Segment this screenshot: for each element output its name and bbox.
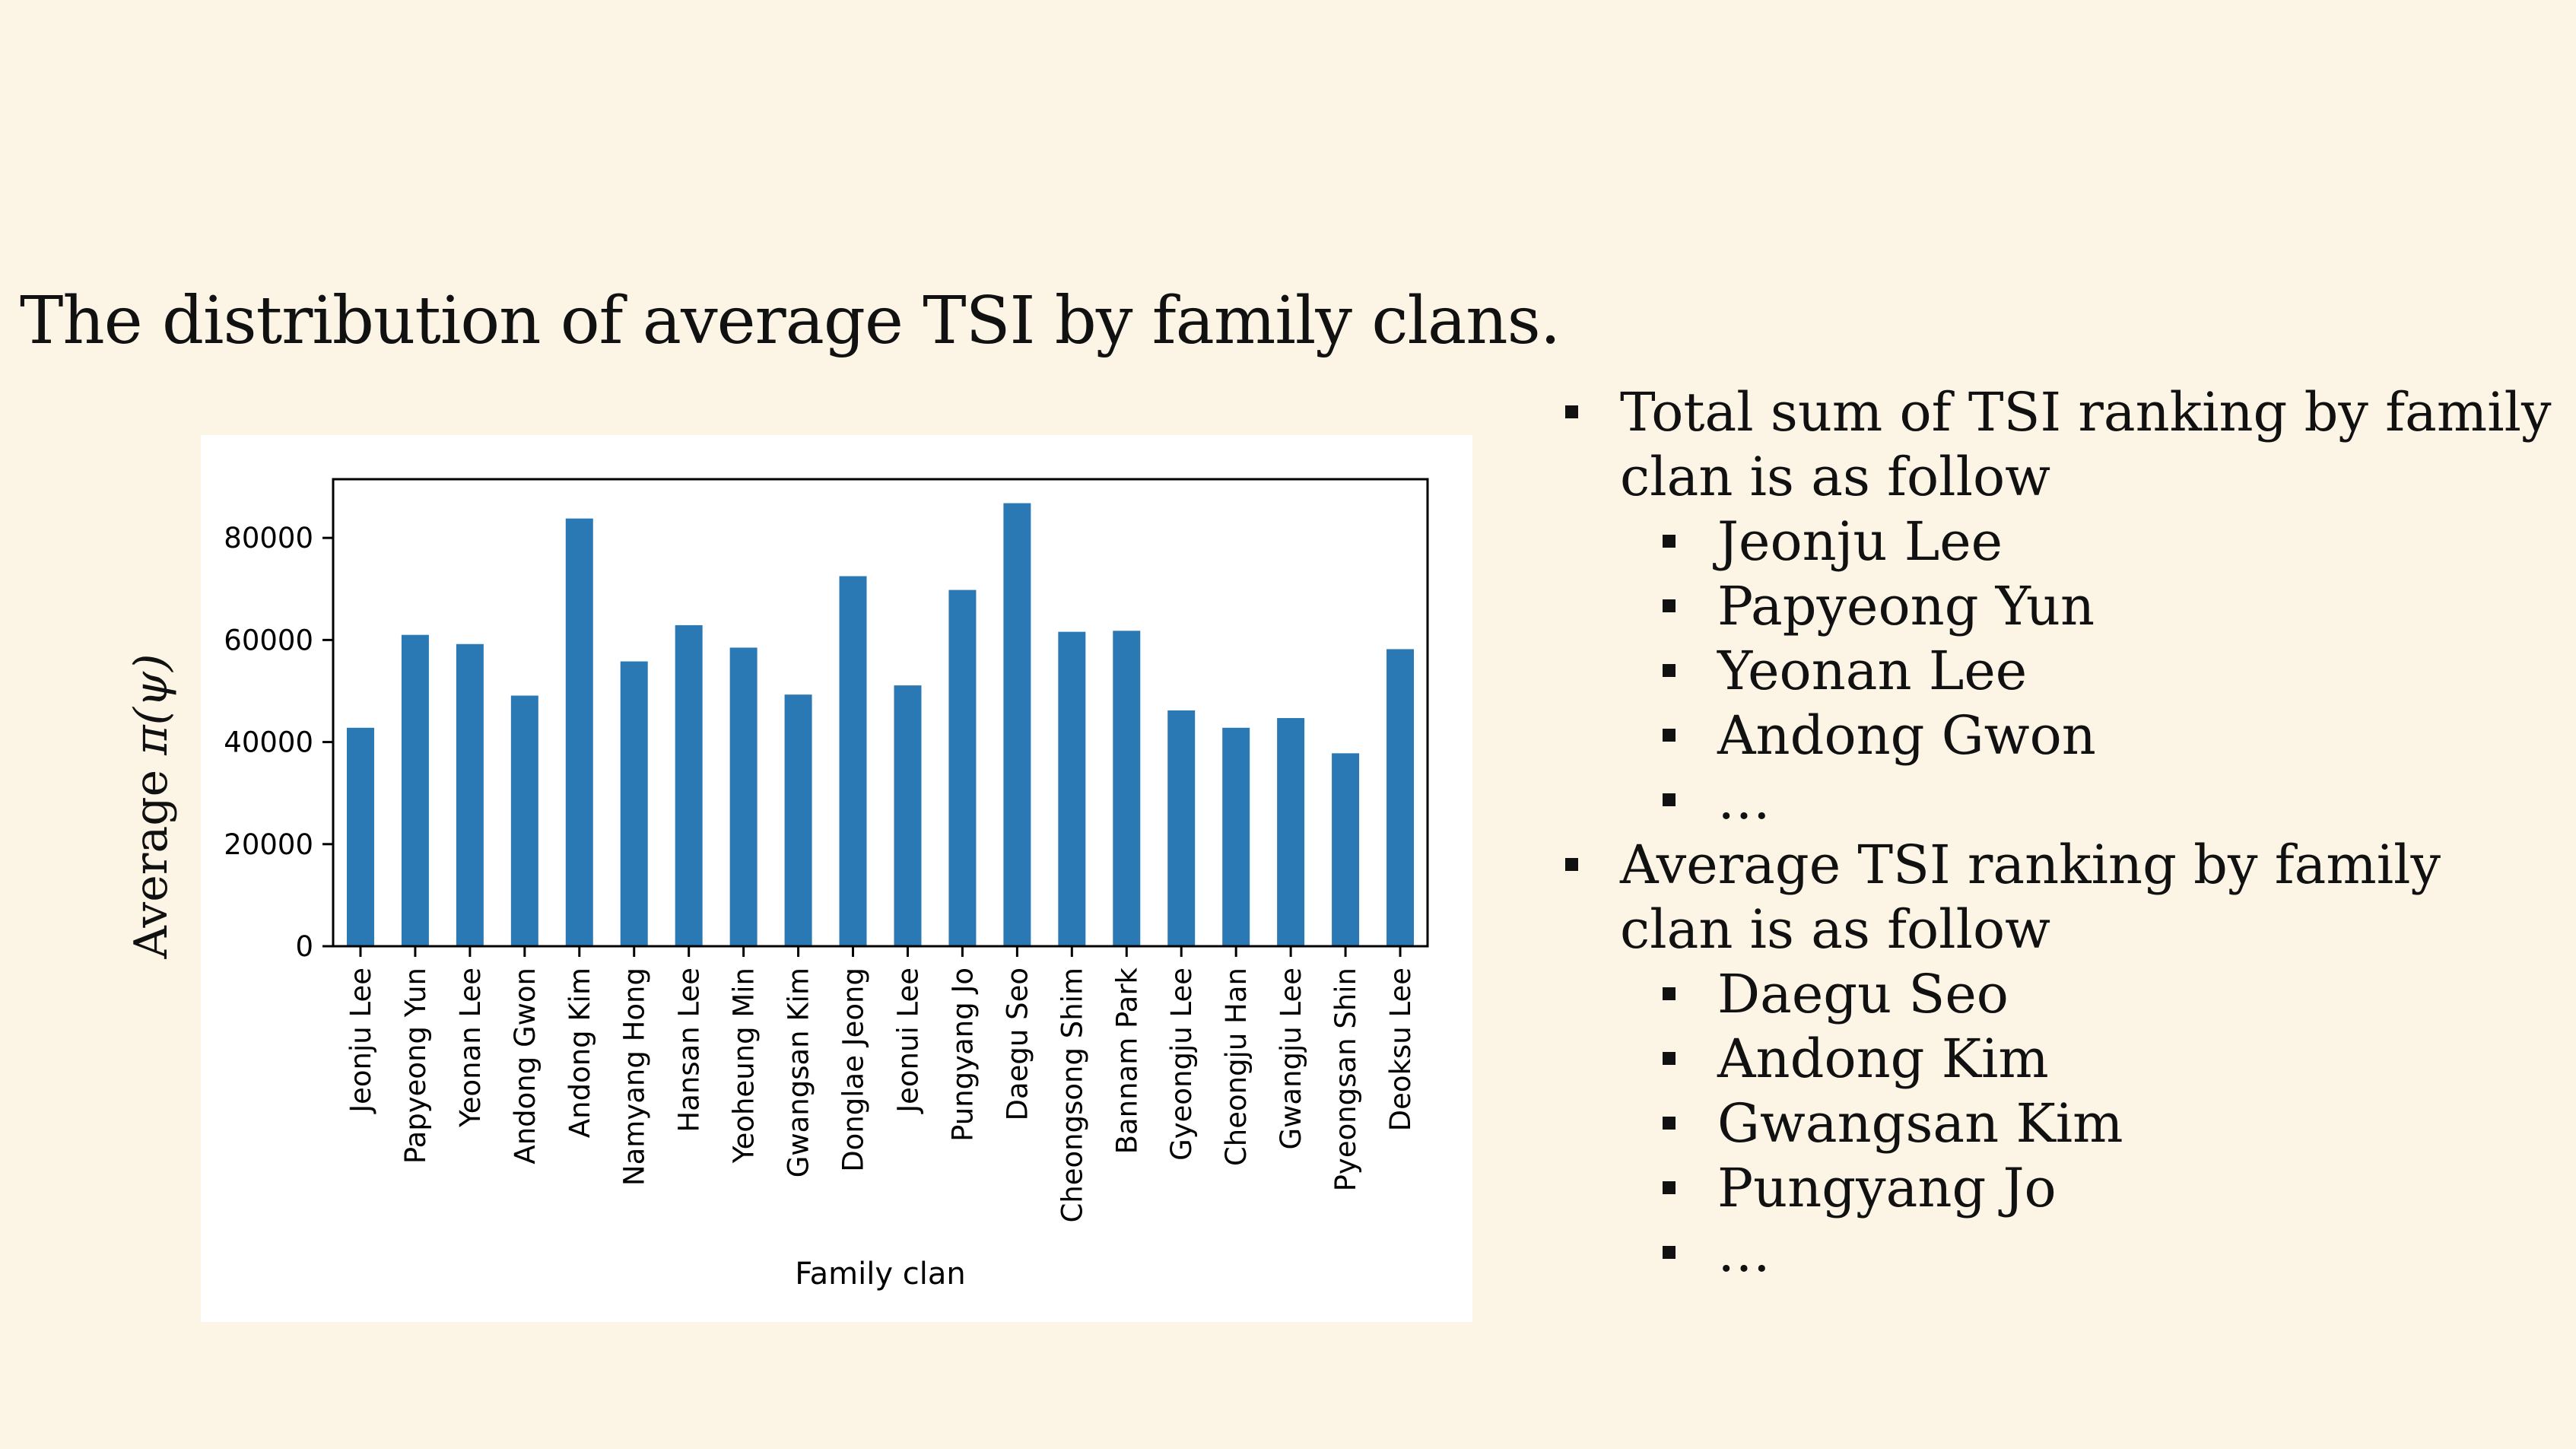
x-tick-label: Bannam Park xyxy=(1110,967,1143,1154)
bullet-marker xyxy=(1663,535,1676,548)
bar-12 xyxy=(1003,503,1031,946)
bar-10 xyxy=(894,685,922,946)
bullet-item: Gwangsan Kim xyxy=(1552,1092,2555,1156)
bullet-marker xyxy=(1565,858,1578,871)
bullet-item-text: Gwangsan Kim xyxy=(1717,1092,2123,1155)
slide-title: The distribution of average TSI by famil… xyxy=(20,283,1561,359)
bullet-item: Pungyang Jo xyxy=(1552,1156,2555,1221)
y-tick-label: 80000 xyxy=(224,522,313,554)
bullet-marker xyxy=(1663,1052,1676,1065)
bullet-item-text: Daegu Seo xyxy=(1717,963,2009,1025)
x-tick-label: Pungyang Jo xyxy=(946,968,979,1142)
x-tick-label: Andong Kim xyxy=(564,968,596,1138)
bullet-marker xyxy=(1663,1117,1676,1130)
bar-19 xyxy=(1386,649,1415,946)
bar-1 xyxy=(401,634,429,946)
bar-6 xyxy=(675,624,703,946)
x-tick-label: Papyeong Yun xyxy=(399,968,432,1164)
bar-17 xyxy=(1277,718,1305,946)
bullet-item-text: Pungyang Jo xyxy=(1717,1157,2057,1219)
x-tick-label: Daegu Seo xyxy=(1001,968,1034,1121)
plot-frame xyxy=(332,478,1429,948)
bar-2 xyxy=(456,643,484,946)
x-tick-label: Pyeongsan Shin xyxy=(1329,968,1362,1191)
bar-11 xyxy=(948,589,977,946)
x-tick-label: Deoksu Lee xyxy=(1384,968,1417,1131)
y-tick-label: 20000 xyxy=(224,828,313,861)
bullet-marker xyxy=(1663,987,1676,1000)
y-tick-label: 60000 xyxy=(224,624,313,656)
bullet-item: Andong Kim xyxy=(1552,1027,2555,1092)
bullet-marker xyxy=(1663,793,1676,806)
bullet-average: Average TSI ranking by family clan is as… xyxy=(1552,833,2555,962)
x-tick-label: Hansan Lee xyxy=(673,968,706,1133)
bullet-item: … xyxy=(1552,1221,2555,1285)
bar-16 xyxy=(1222,727,1250,946)
bullet-total-sum: Total sum of TSI ranking by family clan … xyxy=(1552,380,2555,510)
bullet-item-text: Yeonan Lee xyxy=(1717,640,2028,702)
x-tick-label: Cheongju Han xyxy=(1220,968,1253,1166)
x-tick-label: Gyeongju Lee xyxy=(1165,968,1198,1161)
bar-4 xyxy=(565,518,593,946)
bar-9 xyxy=(839,576,867,946)
bullet-item: Yeonan Lee xyxy=(1552,639,2555,704)
x-tick-label: Jeonui Lee xyxy=(891,968,924,1114)
bar-15 xyxy=(1167,710,1196,946)
x-tick-label: Cheongsong Shim xyxy=(1056,968,1088,1223)
bullet-item: Papyeong Yun xyxy=(1552,574,2555,639)
y-tick-label: 40000 xyxy=(224,726,313,759)
y-tick-label: 0 xyxy=(295,930,313,963)
bullet-text: Total sum of TSI ranking by family clan … xyxy=(1620,381,2552,508)
bullet-item: … xyxy=(1552,768,2555,833)
bullet-item-text: Jeonju Lee xyxy=(1717,510,2003,573)
bullet-item-text: Papyeong Yun xyxy=(1717,575,2095,637)
bullet-item: Andong Gwon xyxy=(1552,704,2555,768)
bullet-item: Jeonju Lee xyxy=(1552,510,2555,574)
bullet-item-text: Andong Kim xyxy=(1717,1028,2049,1090)
x-tick-label: Donglae Jeong xyxy=(837,968,870,1172)
bar-3 xyxy=(510,695,538,946)
bar-8 xyxy=(784,694,812,946)
bullet-marker xyxy=(1663,1181,1676,1194)
x-axis-label: Family clan xyxy=(795,1257,965,1292)
bar-0 xyxy=(346,727,374,946)
bar-7 xyxy=(729,647,758,946)
bullet-marker xyxy=(1663,1246,1676,1259)
bullet-item-text: Andong Gwon xyxy=(1717,704,2096,767)
bullet-item-text: … xyxy=(1717,1222,1771,1284)
bullet-marker xyxy=(1663,729,1676,742)
bullet-text: Average TSI ranking by family clan is as… xyxy=(1620,834,2441,961)
x-tick-label: Yeonan Lee xyxy=(454,968,487,1128)
bullet-marker xyxy=(1565,405,1578,418)
x-tick-label: Gwangju Lee xyxy=(1275,968,1307,1150)
x-tick-label: Yeoheung Min xyxy=(728,968,761,1164)
bar-18 xyxy=(1332,753,1360,946)
bullet-marker xyxy=(1663,599,1676,612)
x-tick-label: Andong Gwon xyxy=(509,968,542,1165)
bar-14 xyxy=(1113,631,1141,946)
bullet-list: Total sum of TSI ranking by family clan … xyxy=(1552,380,2555,1285)
x-tick-label: Jeonju Lee xyxy=(345,968,377,1114)
x-tick-label: Gwangsan Kim xyxy=(783,968,815,1177)
bullet-item: Daegu Seo xyxy=(1552,962,2555,1027)
bullet-marker xyxy=(1663,664,1676,677)
x-tick-label: Namyang Hong xyxy=(618,968,651,1186)
bullet-item-text: … xyxy=(1717,769,1771,831)
bar-5 xyxy=(620,661,648,946)
bar-13 xyxy=(1058,631,1086,946)
